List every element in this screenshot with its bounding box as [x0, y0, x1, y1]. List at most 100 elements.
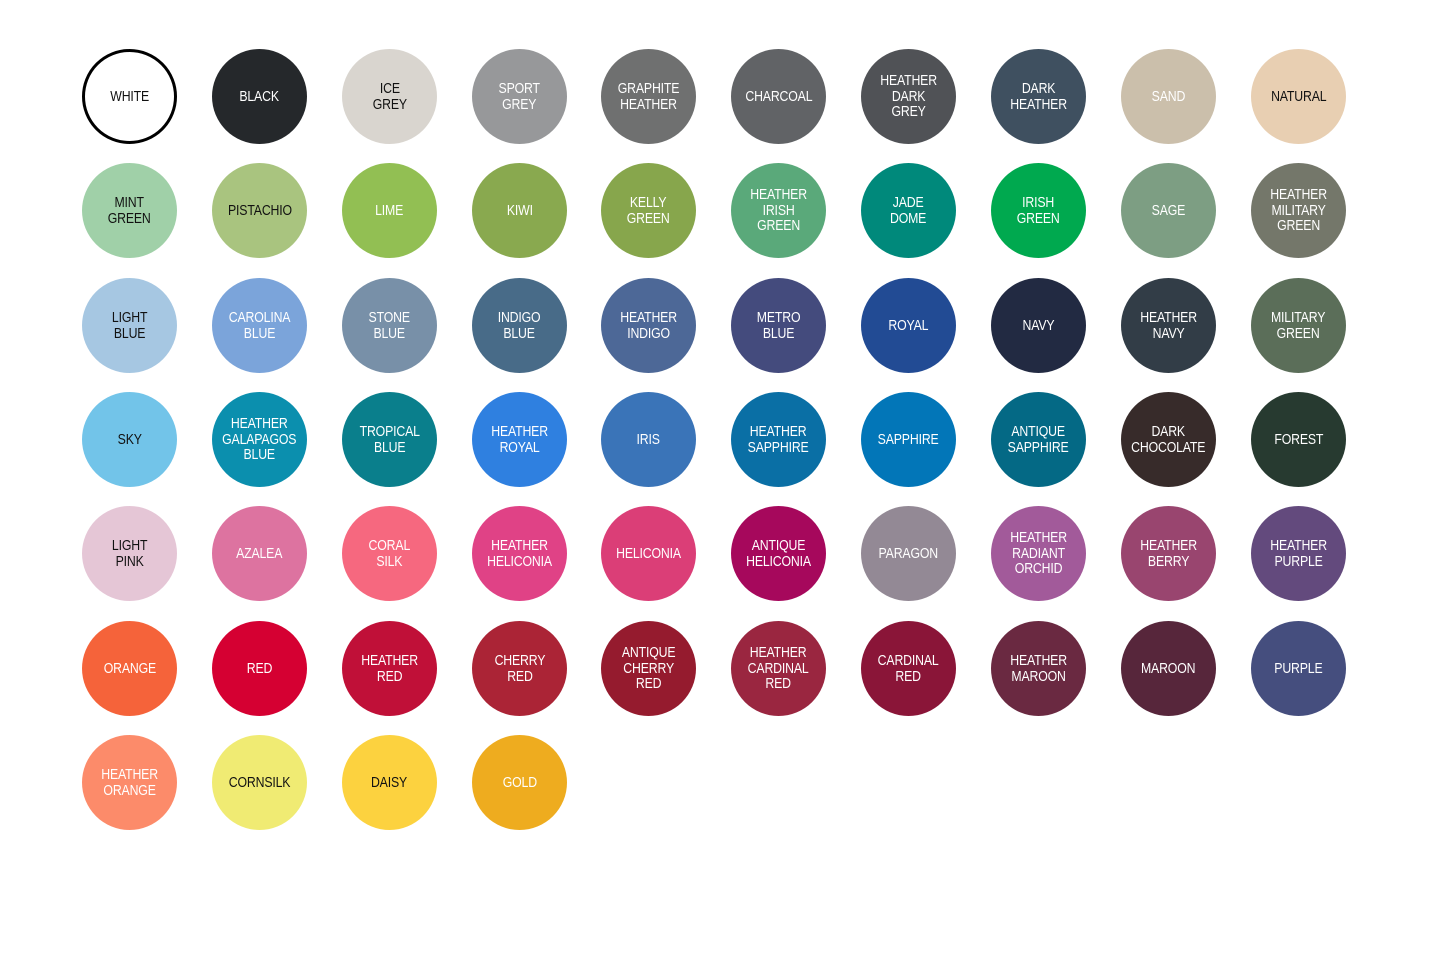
color-swatch-cardinal-red[interactable]: CARDINAL RED [861, 621, 956, 716]
color-swatch-carolina-blue[interactable]: CAROLINA BLUE [212, 278, 307, 373]
swatch-label-line: ROYAL [499, 438, 540, 456]
swatch-label-line: PARAGON [878, 544, 939, 562]
color-swatch-white[interactable]: WHITE [82, 49, 177, 144]
color-swatch-antique-cherry-red[interactable]: ANTIQUE CHERRY RED [601, 621, 696, 716]
color-swatch-heather-royal[interactable]: HEATHER ROYAL [472, 392, 567, 487]
color-swatch-pistachio[interactable]: PISTACHIO [212, 163, 307, 258]
swatch-label-line: GREY [372, 95, 407, 113]
color-swatch-cornsilk[interactable]: CORNSILK [212, 735, 307, 830]
color-swatch-sport-grey[interactable]: SPORT GREY [472, 49, 567, 144]
color-swatch-kelly-green[interactable]: KELLY GREEN [601, 163, 696, 258]
color-swatch-orange[interactable]: ORANGE [82, 621, 177, 716]
color-swatch-heather-dark-grey[interactable]: HEATHER DARK GREY [861, 49, 956, 144]
color-swatch-dark-heather[interactable]: DARK HEATHER [991, 49, 1086, 144]
color-swatch-tropical-blue[interactable]: TROPICAL BLUE [342, 392, 437, 487]
color-swatch-heather-purple[interactable]: HEATHER PURPLE [1251, 506, 1346, 601]
swatch-label-line: NATURAL [1270, 87, 1327, 105]
color-swatch-kiwi[interactable]: KIWI [472, 163, 567, 258]
color-swatch-jade-dome[interactable]: JADE DOME [861, 163, 956, 258]
color-swatch-military-green[interactable]: MILITARY GREEN [1251, 278, 1346, 373]
swatch-label-line: CHERRY [623, 659, 674, 677]
color-swatch-coral-silk[interactable]: CORAL SILK [342, 506, 437, 601]
color-swatch-heather-berry[interactable]: HEATHER BERRY [1121, 506, 1216, 601]
color-swatch-antique-sapphire[interactable]: ANTIQUE SAPPHIRE [991, 392, 1086, 487]
color-swatch-heather-navy[interactable]: HEATHER NAVY [1121, 278, 1216, 373]
color-swatch-light-pink[interactable]: LIGHT PINK [82, 506, 177, 601]
color-swatch-ice-grey[interactable]: ICE GREY [342, 49, 437, 144]
swatch-label-line: FOREST [1274, 430, 1323, 448]
color-swatch-maroon[interactable]: MAROON [1121, 621, 1216, 716]
color-swatch-charcoal[interactable]: CHARCOAL [731, 49, 826, 144]
swatch-label-line: HEATHER [1010, 529, 1067, 547]
color-swatch-heather-cardinal-red[interactable]: HEATHER CARDINAL RED [731, 621, 826, 716]
swatch-label: AZALEA [236, 546, 282, 562]
color-swatch-red[interactable]: RED [212, 621, 307, 716]
color-swatch-heather-military-green[interactable]: HEATHER MILITARY GREEN [1251, 163, 1346, 258]
swatch-label-line: MILITARY [1271, 201, 1326, 219]
swatch-label: ANTIQUE SAPPHIRE [1008, 424, 1069, 455]
color-swatch-lime[interactable]: LIME [342, 163, 437, 258]
swatch-label: ROYAL [889, 318, 929, 334]
color-swatch-heliconia[interactable]: HELICONIA [601, 506, 696, 601]
swatch-label: ORANGE [103, 661, 155, 677]
color-swatch-heather-indigo[interactable]: HEATHER INDIGO [601, 278, 696, 373]
color-swatch-graphite-heather[interactable]: GRAPHITE HEATHER [601, 49, 696, 144]
color-swatch-heather-red[interactable]: HEATHER RED [342, 621, 437, 716]
color-swatch-light-blue[interactable]: LIGHT BLUE [82, 278, 177, 373]
color-swatch-heather-heliconia[interactable]: HEATHER HELICONIA [472, 506, 567, 601]
color-swatch-heather-irish-green[interactable]: HEATHER IRISH GREEN [731, 163, 826, 258]
color-swatch-mint-green[interactable]: MINT GREEN [82, 163, 177, 258]
color-swatch-heather-orange[interactable]: HEATHER ORANGE [82, 735, 177, 830]
swatch-label: SAGE [1152, 203, 1186, 219]
color-swatch-sage[interactable]: SAGE [1121, 163, 1216, 258]
color-swatch-stone-blue[interactable]: STONE BLUE [342, 278, 437, 373]
color-swatch-indigo-blue[interactable]: INDIGO BLUE [472, 278, 567, 373]
color-swatch-paragon[interactable]: PARAGON [861, 506, 956, 601]
color-swatch-antique-heliconia[interactable]: ANTIQUE HELICONIA [731, 506, 826, 601]
swatch-label-line: GREEN [627, 209, 670, 227]
color-swatch-cherry-red[interactable]: CHERRY RED [472, 621, 567, 716]
color-swatch-black[interactable]: BLACK [212, 49, 307, 144]
color-swatch-heather-galapagos-blue[interactable]: HEATHER GALAPAGOS BLUE [212, 392, 307, 487]
color-swatch-iris[interactable]: IRIS [601, 392, 696, 487]
color-swatch-sand[interactable]: SAND [1121, 49, 1216, 144]
swatch-label: SAPPHIRE [878, 432, 939, 448]
color-swatch-navy[interactable]: NAVY [991, 278, 1086, 373]
swatch-label: SKY [117, 432, 141, 448]
color-swatch-irish-green[interactable]: IRISH GREEN [991, 163, 1086, 258]
color-swatch-metro-blue[interactable]: METRO BLUE [731, 278, 826, 373]
color-swatch-gold[interactable]: GOLD [472, 735, 567, 830]
color-swatch-royal[interactable]: ROYAL [861, 278, 956, 373]
color-swatch-azalea[interactable]: AZALEA [212, 506, 307, 601]
swatch-label: KIWI [506, 203, 532, 219]
swatch-label-line: CORAL [368, 537, 411, 554]
swatch-label: INDIGO BLUE [498, 310, 541, 341]
color-swatch-daisy[interactable]: DAISY [342, 735, 437, 830]
swatch-label: HEATHER SAPPHIRE [748, 424, 809, 455]
swatch-label-line: IRIS [636, 430, 661, 448]
swatch-label: MAROON [1141, 661, 1196, 677]
color-swatch-forest[interactable]: FOREST [1251, 392, 1346, 487]
color-swatch-dark-chocolate[interactable]: DARK CHOCOLATE [1121, 392, 1216, 487]
swatch-label-line: BLUE [113, 324, 146, 342]
swatch-label-line: TROPICAL [359, 423, 420, 440]
color-swatch-sapphire[interactable]: SAPPHIRE [861, 392, 956, 487]
swatch-label-line: LIGHT [111, 537, 148, 554]
swatch-label-line: DARK [1151, 423, 1186, 440]
swatch-label: HEATHER MILITARY GREEN [1270, 187, 1327, 234]
color-swatch-heather-radiant-orchid[interactable]: HEATHER RADIANT ORCHID [991, 506, 1086, 601]
swatch-label-line: DOME [890, 209, 927, 227]
swatch-label-line: NAVY [1022, 316, 1055, 334]
swatch-label-line: PINK [115, 552, 144, 570]
swatch-label-line: ICE [379, 80, 400, 97]
swatch-label: HEATHER NAVY [1140, 310, 1197, 341]
color-swatch-heather-sapphire[interactable]: HEATHER SAPPHIRE [731, 392, 826, 487]
swatch-label: HEATHER MAROON [1010, 653, 1067, 684]
color-swatch-natural[interactable]: NATURAL [1251, 49, 1346, 144]
color-swatch-heather-maroon[interactable]: HEATHER MAROON [991, 621, 1086, 716]
swatch-label: METRO BLUE [757, 310, 801, 341]
color-swatch-purple[interactable]: PURPLE [1251, 621, 1346, 716]
swatch-label: CHERRY RED [494, 653, 545, 684]
swatch-label-line: CARDINAL [878, 652, 939, 669]
color-swatch-sky[interactable]: SKY [82, 392, 177, 487]
